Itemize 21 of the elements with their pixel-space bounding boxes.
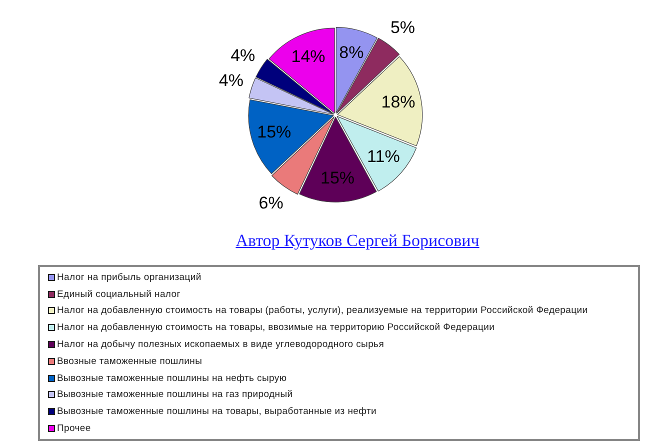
legend-label: Прочее bbox=[57, 423, 91, 434]
legend-label: Вывозные таможенные пошлины на товары, выработанные из нефти bbox=[57, 406, 377, 418]
legend-label: Ввозные таможенные пошлины bbox=[57, 356, 202, 367]
legend-label: Вывозные таможенные пошлины на нефть сырую bbox=[57, 372, 287, 384]
data-label: 18% bbox=[381, 92, 416, 112]
data-label: 4% bbox=[230, 46, 256, 65]
legend-label: Налог на добычу полезных ископаемых в виде углеводородного сырья bbox=[57, 339, 384, 350]
data-label: 6% bbox=[258, 193, 284, 212]
data-label: 5% bbox=[390, 18, 416, 38]
legend-label: Налог на добавленную стоимость на товары (работы, услуги), реализуемые на территории Российской Федерации bbox=[57, 305, 588, 316]
data-label: 4% bbox=[218, 70, 244, 90]
data-label: 14% bbox=[291, 46, 326, 66]
text: Автор Кутуков Сергей Борисович bbox=[236, 231, 480, 250]
data-label: 11% bbox=[367, 146, 400, 166]
legend-label: Вывозные таможенные пошлины на газ природный bbox=[57, 389, 293, 400]
legend-label: Налог на прибыль организаций bbox=[57, 272, 202, 283]
data-label: 15% bbox=[257, 122, 292, 142]
legend-label: Единый социальный налог bbox=[57, 288, 180, 300]
data-label: 15% bbox=[320, 168, 355, 188]
data-label: 8% bbox=[339, 42, 364, 62]
legend-label: Налог на добавленную стоимость на товары, ввозимые на территорию Российской Федерации bbox=[57, 322, 495, 334]
